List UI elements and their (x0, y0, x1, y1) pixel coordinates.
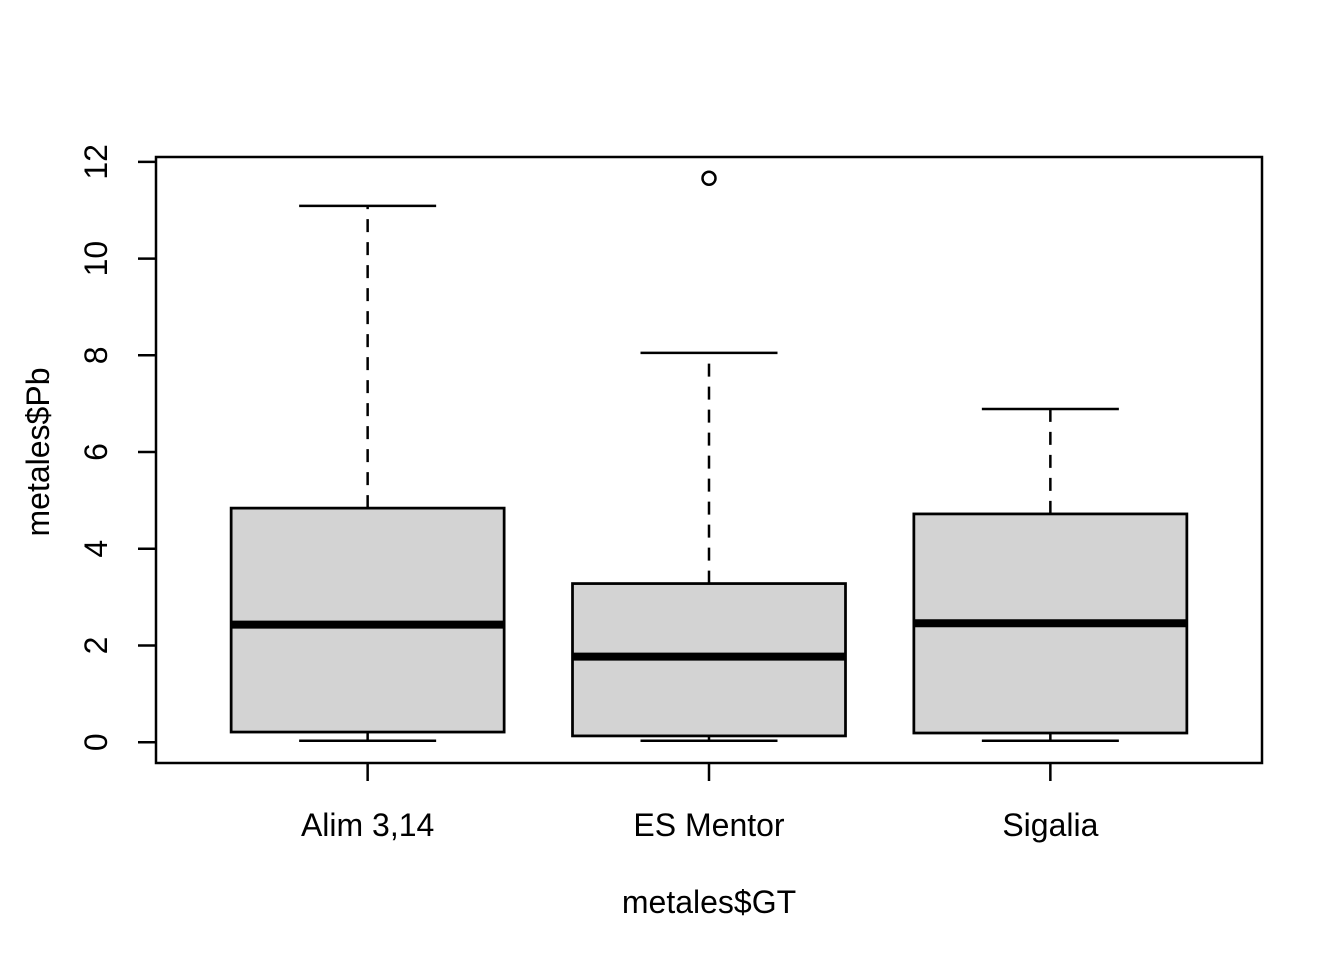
y-tick-label-4: 4 (78, 540, 114, 558)
outlier-point-1 (701, 170, 717, 187)
x-category-label-2: ES Mentor (633, 807, 785, 843)
y-tick-label-12: 12 (78, 144, 114, 180)
y-tick-label-10: 10 (78, 241, 114, 277)
x-category-label-3: Sigalia (1002, 807, 1098, 843)
iqr-box (229, 506, 506, 734)
box-series (229, 170, 1189, 743)
y-tick-label-0: 0 (78, 733, 114, 751)
box-group-3 (912, 407, 1189, 743)
box-group-2 (571, 170, 847, 743)
y-tick-label-2: 2 (78, 637, 114, 655)
y-axis-title: metales$Pb (20, 368, 56, 537)
y-axis: 0 2 4 6 8 10 12 (78, 144, 156, 751)
y-tick-label-8: 8 (78, 346, 114, 364)
x-axis: Alim 3,14 ES Mentor Sigalia (301, 763, 1099, 843)
y-tick-label-6: 6 (78, 443, 114, 461)
x-axis-title: metales$GT (622, 884, 796, 920)
box-group-1 (229, 204, 506, 743)
x-category-label-1: Alim 3,14 (301, 807, 434, 843)
